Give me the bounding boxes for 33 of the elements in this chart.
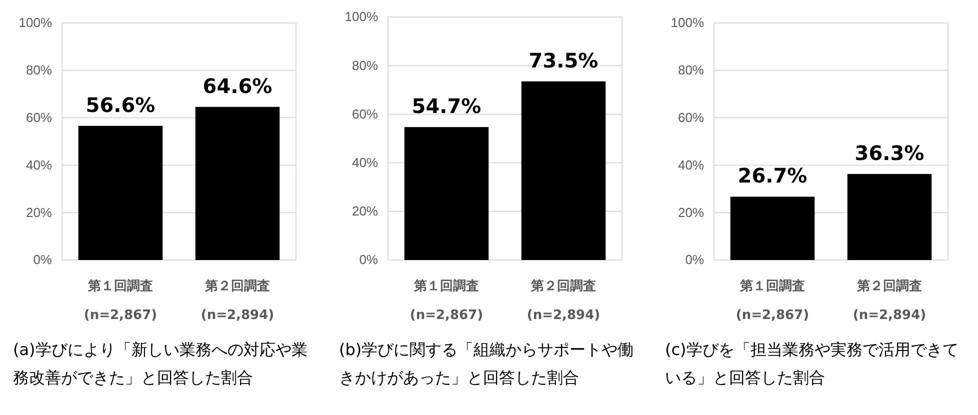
y-tick-label: 40% [678,157,704,172]
y-tick-label: 100% [344,9,378,24]
y-tick-label: 100% [18,15,52,30]
y-tick-label: 20% [678,204,704,220]
y-tick-label: 40% [352,154,378,170]
y-tick-label: 20% [26,204,52,220]
y-tick-label: 40% [26,157,52,172]
data-label: 36.3% [854,140,924,165]
y-tick-label: 60% [678,110,704,125]
x-tick-label: 第２回調査 (n=2,894) [200,278,274,323]
x-tick-label: 第１回調査 (n=2,867) [410,278,484,323]
data-label: 73.5% [528,48,598,72]
y-tick-label: 0% [33,252,52,268]
text: (a)学びにより「新しい業務への対応や業務改善ができた」と回答した割合 [13,339,308,389]
y-tick-label: 80% [352,58,378,73]
y-tick-label: 80% [678,62,704,78]
data-label: 26.7% [738,164,808,188]
x-tick-label: 第１回調査 (n=2,867) [736,278,810,323]
y-tick-label: 0% [685,252,704,268]
text: (c)学びを「担当業務や実務で活用できている」と回答した割合 [665,339,960,389]
y-tick-label: 60% [26,110,52,125]
y-tick-label: 80% [26,62,52,78]
x-tick-label: 第２回調査 (n=2,894) [526,278,600,323]
x-tick-label: 第２回調査 (n=2,894) [852,278,926,323]
y-tick-label: 20% [352,204,378,219]
data-label: 54.7% [412,94,482,118]
y-tick-label: 100% [670,15,704,30]
data-label: 64.6% [202,74,272,98]
data-label: 56.6% [86,92,156,117]
x-tick-label: 第１回調査 (n=2,867) [84,278,158,323]
y-tick-label: 0% [359,252,378,268]
text: (b)学びに関する「組織からサポートや働きかけがあった」と回答した割合 [339,339,635,389]
y-tick-label: 60% [352,106,378,122]
